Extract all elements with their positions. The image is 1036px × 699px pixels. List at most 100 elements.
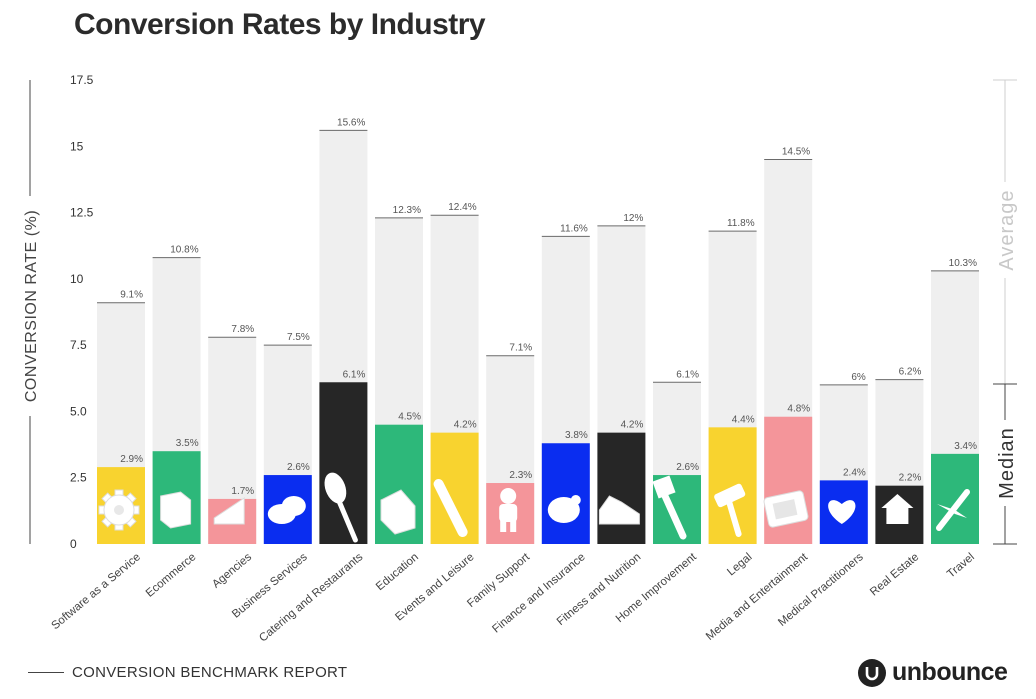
bar-group: 12.3% 4.5%: [375, 205, 423, 545]
median-value-label: 2.4%: [843, 467, 866, 478]
brand-name: unbounce: [892, 658, 1008, 686]
y-tick-label: 2.5: [70, 471, 87, 485]
child-leg: [500, 520, 507, 532]
y-tick-label: 15: [70, 139, 84, 153]
category-label: Legal: [725, 551, 754, 578]
median-value-label: 6.1%: [343, 369, 366, 380]
average-value-label: 7.8%: [231, 324, 254, 335]
median-value-label: 2.6%: [676, 462, 699, 473]
average-legend-label: Average: [996, 189, 1018, 270]
house-icon: [881, 494, 914, 524]
y-tick-label: 0: [70, 537, 77, 551]
category-label: Ecommerce: [144, 551, 199, 600]
sneakers-icon: [598, 495, 640, 525]
bar-group: 15.6% 6.1%: [319, 117, 368, 544]
footer: CONVERSION BENCHMARK REPORT: [28, 664, 347, 681]
heart-shape: [828, 500, 856, 524]
bar-group: 11.6% 3.8%: [541, 223, 590, 545]
category-label: Media and Entertainment: [704, 551, 811, 643]
child-body: [499, 504, 518, 522]
median-value-label: 3.5%: [176, 438, 199, 449]
gavel-head: [714, 483, 746, 508]
child-head: [500, 488, 517, 504]
bar-group: 7.8% 1.7%: [208, 324, 257, 544]
bar-group: 10.3% 3.4%: [931, 258, 979, 544]
average-value-label: 14.5%: [782, 147, 810, 158]
average-value-label: 7.5%: [287, 332, 310, 343]
spoon-bowl: [324, 472, 347, 504]
microphone-icon: [433, 479, 468, 537]
median-value-label: 4.4%: [732, 414, 755, 425]
footer-rule: [28, 672, 64, 673]
brush-head: [652, 475, 676, 499]
average-value-label: 9.1%: [120, 290, 143, 301]
gavel-icon: [714, 483, 746, 537]
brand-logo: unbounce: [858, 658, 1008, 687]
bar-group: 6.1% 2.6%: [652, 369, 701, 544]
average-value-label: 15.6%: [337, 117, 365, 128]
median-bar: [319, 382, 368, 544]
tv-icon: [763, 490, 809, 528]
megaphone-icon: [213, 497, 245, 525]
median-value-label: 4.8%: [787, 404, 810, 415]
cloud-icon: [267, 496, 306, 524]
bar-group: 10.8% 3.5%: [152, 245, 201, 544]
y-tick-label: 17.5: [70, 73, 94, 87]
house-roof: [881, 494, 914, 508]
footer-text: CONVERSION BENCHMARK REPORT: [72, 664, 348, 681]
cloud-part: [281, 496, 306, 516]
bar-group: 14.5% 4.8%: [763, 147, 813, 545]
spoon-handle: [336, 499, 358, 543]
bar-group: 7.1% 2.3%: [486, 343, 535, 544]
bar-group: 7.5% 2.6%: [263, 332, 312, 544]
median-bar: [597, 432, 646, 544]
piggy-body: [547, 497, 580, 523]
x-axis-labels: Software as a Service Ecommerce AgenciesBu…: [50, 551, 977, 645]
box-icon: [160, 491, 192, 529]
average-value-label: 10.8%: [170, 245, 198, 256]
median-value-label: 1.7%: [231, 486, 254, 497]
average-value-label: 11.6%: [560, 223, 588, 234]
median-value-label: 4.2%: [454, 420, 477, 431]
median-value-label: 2.2%: [899, 473, 922, 484]
average-value-label: 12.4%: [448, 202, 476, 213]
bar-group: 6% 2.4%: [819, 372, 868, 544]
mic-shape: [433, 479, 468, 537]
median-legend-label: Median: [996, 427, 1018, 499]
gear-icon: [98, 489, 140, 531]
side-legend: Average Median: [993, 79, 1018, 545]
bar-group: 9.1% 2.9%: [97, 290, 145, 544]
average-value-label: 6%: [851, 372, 866, 383]
median-bar: [541, 443, 590, 544]
category-label: Travel: [945, 551, 977, 580]
y-tick-label: 5.0: [70, 404, 87, 418]
average-value-label: 11.8%: [727, 218, 755, 229]
piggy-ear: [570, 495, 581, 505]
category-label: Agencies: [210, 551, 254, 591]
bar-group: 6.2% 2.2%: [875, 367, 924, 544]
piggy-bank-icon: [547, 495, 581, 523]
bars: 9.1% 2.9% 10.8% 3.5% 7.8% 1.7% 7.5% 2.6% 15.6% 6.…: [97, 117, 979, 545]
y-axis: CONVERSION RATE (%) 0 2.5 5.0 7.5 10 12.5 15 17.…: [23, 73, 94, 551]
y-tick-label: 12.5: [70, 206, 94, 220]
plane-wing: [937, 504, 967, 518]
median-bar: [708, 427, 757, 544]
tv-screen: [772, 499, 798, 520]
child-leg: [510, 520, 517, 532]
bar-group: 12.4% 4.2%: [430, 202, 479, 545]
book-icon: [380, 489, 416, 535]
megaphone-shape: [213, 497, 245, 525]
category-label: Catering and Restaurants: [257, 551, 365, 645]
median-value-label: 4.5%: [398, 412, 421, 423]
average-value-label: 12%: [623, 213, 643, 224]
paintbrush-icon: [652, 475, 687, 540]
category-label: Real Estate: [868, 551, 921, 598]
bar-group: 11.8% 4.4%: [708, 218, 757, 545]
y-tick-label: 7.5: [70, 338, 87, 352]
brush-handle: [661, 492, 687, 540]
child-icon: [499, 488, 518, 532]
median-value-label: 2.9%: [120, 454, 143, 465]
median-value-label: 3.4%: [954, 441, 977, 452]
average-value-label: 6.2%: [899, 367, 922, 378]
